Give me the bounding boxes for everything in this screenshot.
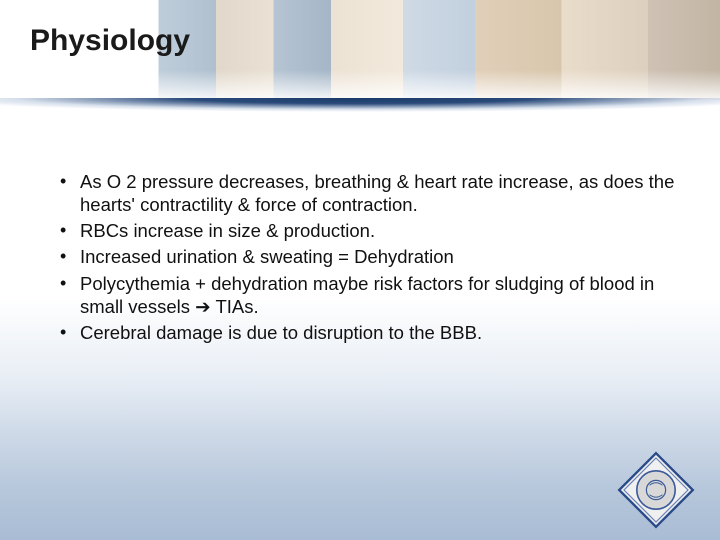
slide-title: Physiology xyxy=(30,24,190,58)
bullet-item: RBCs increase in size & production. xyxy=(54,219,680,242)
bullet-item: Polycythemia + dehydration maybe risk fa… xyxy=(54,272,680,318)
bullet-list: As O 2 pressure decreases, breathing & h… xyxy=(54,170,680,347)
bullet-item: Cerebral damage is due to disruption to … xyxy=(54,321,680,344)
bullet-item: As O 2 pressure decreases, breathing & h… xyxy=(54,170,680,216)
bullet-item: Increased urination & sweating = Dehydra… xyxy=(54,245,680,268)
slide: Physiology As O 2 pressure decreases, br… xyxy=(0,0,720,540)
org-logo-badge xyxy=(616,450,696,530)
header-divider-curve xyxy=(0,98,720,112)
